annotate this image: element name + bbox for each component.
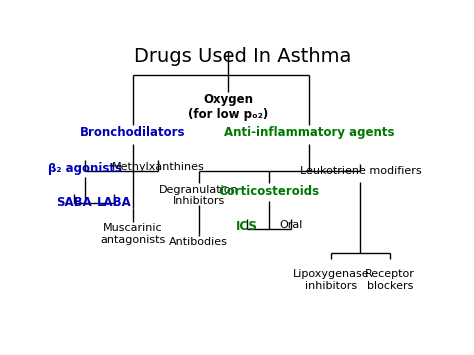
Text: LABA: LABA [97,196,132,209]
Text: Oral: Oral [279,220,302,230]
Text: Corticosteroids: Corticosteroids [218,185,319,198]
Text: Degranulation
Inhibitors: Degranulation Inhibitors [159,185,238,206]
Text: Oxygen
(for low pₒ₂): Oxygen (for low pₒ₂) [188,93,268,121]
Text: SABA: SABA [56,196,92,209]
Text: Bronchodilators: Bronchodilators [80,126,185,139]
Text: Methylxanthines: Methylxanthines [112,162,205,171]
Text: Leukotriene modifiers: Leukotriene modifiers [300,165,421,176]
Text: Drugs Used In Asthma: Drugs Used In Asthma [134,47,352,66]
Text: Anti-inflammatory agents: Anti-inflammatory agents [224,126,394,139]
Text: Lipoxygenase
inhibitors: Lipoxygenase inhibitors [293,269,369,291]
Text: Antibodies: Antibodies [169,237,228,247]
Text: Receptor
blockers: Receptor blockers [365,269,415,291]
Text: β₂ agonists: β₂ agonists [48,162,122,175]
Text: Muscarinic
antagonists: Muscarinic antagonists [100,223,165,245]
Text: ICS: ICS [236,220,257,233]
